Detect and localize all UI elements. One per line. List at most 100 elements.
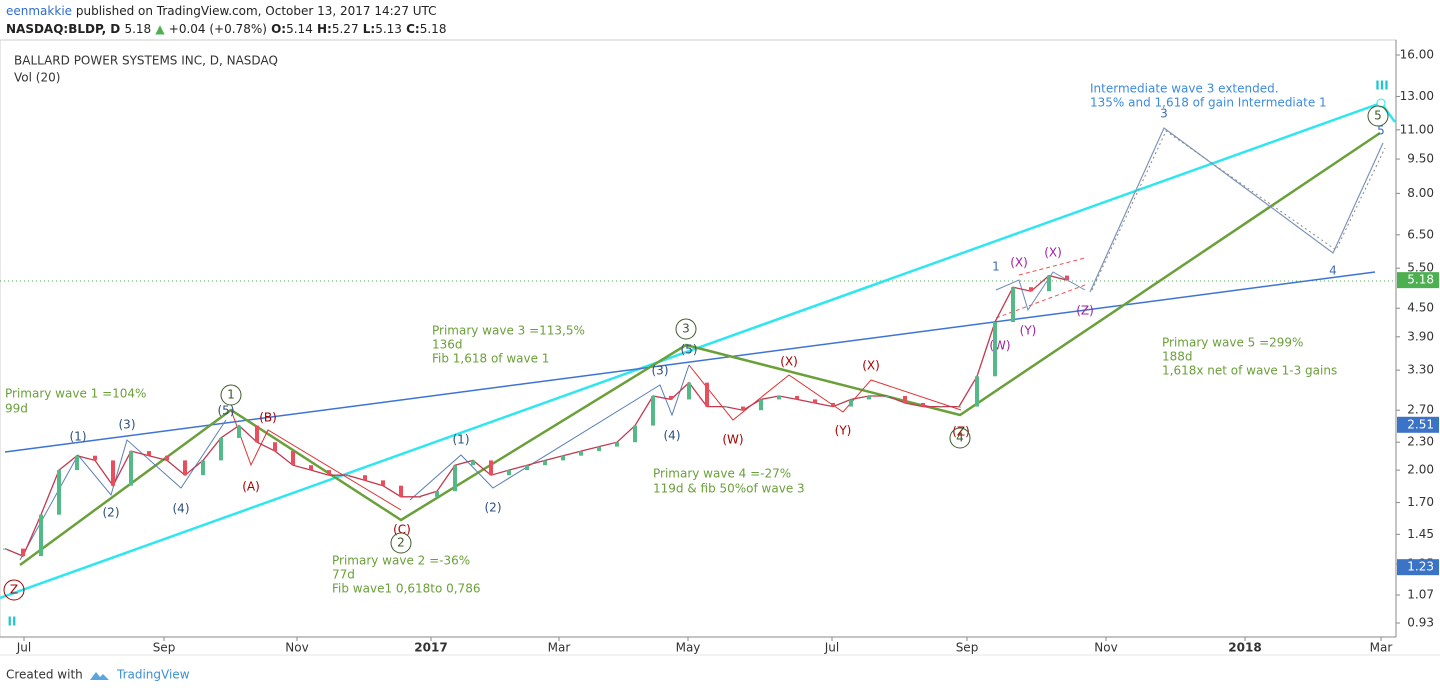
wave-label: (Y) [835, 424, 852, 438]
intermediate-waves-1 [19, 419, 227, 561]
wave-label: 4 [956, 431, 964, 445]
high: 5.27 [332, 22, 359, 36]
wave-label: 4 [1329, 264, 1337, 278]
candle [57, 470, 61, 515]
candle [561, 455, 565, 461]
annotation: Intermediate wave 3 extended. [1090, 82, 1279, 96]
circle [1367, 105, 1389, 127]
candle [39, 514, 43, 557]
time-label: Sep [956, 641, 979, 655]
time-label: Jul [16, 641, 31, 655]
candle [273, 442, 277, 452]
footer-text: Created with [6, 668, 83, 682]
price-label: 2.70 [1407, 403, 1434, 417]
time-label: Nov [1094, 641, 1117, 655]
price-label: 2.30 [1407, 435, 1434, 449]
wave-label: (1) [70, 430, 87, 444]
wave-label: (3) [652, 364, 669, 378]
candle [795, 395, 799, 400]
candle [615, 442, 619, 447]
annotation: Primary wave 3 =113,5% [432, 324, 585, 338]
open: 5.14 [286, 22, 313, 36]
anchor [1376, 98, 1386, 108]
price-marker [1397, 559, 1439, 576]
time-label: Jul [824, 641, 839, 655]
annotation: 135% and 1,618 of gain Intermediate 1 [1090, 96, 1327, 110]
candle [993, 322, 997, 377]
wave-label: 2 [397, 536, 405, 550]
wave-label: (4) [664, 429, 681, 443]
close: 5.18 [420, 22, 447, 36]
channel-high [1018, 257, 1086, 276]
l-label: L: [363, 22, 375, 36]
price-marker-label: 1.23 [1407, 560, 1434, 574]
candle [1047, 275, 1051, 292]
price-label: 5.50 [1407, 261, 1434, 275]
wave-label: (Z) [1076, 304, 1094, 318]
footer-brand[interactable]: TradingView [116, 668, 190, 682]
time-label: May [676, 641, 701, 655]
h-label: H: [317, 22, 332, 36]
candle [975, 376, 979, 407]
time-label: Sep [153, 641, 176, 655]
wave-label: (5) [218, 404, 235, 418]
wave-label: II [8, 615, 17, 629]
candle [669, 395, 673, 400]
wave-label: (4) [173, 502, 190, 516]
candle [201, 460, 205, 476]
volume-label: Vol (20) [14, 71, 60, 85]
price-label: 16.00 [1400, 48, 1434, 62]
wave-label: (X) [1010, 256, 1028, 270]
symbol: NASDAQ:BLDP, D [6, 22, 120, 36]
wave-label: (X) [1044, 246, 1062, 260]
price-marker-label: 2.51 [1407, 417, 1434, 431]
wave-label: III [1375, 79, 1388, 93]
candle [147, 451, 151, 456]
wave-label: (Y) [1020, 324, 1037, 338]
candle [597, 446, 601, 452]
candle [1011, 287, 1015, 323]
candle [651, 395, 655, 426]
candle [417, 496, 421, 498]
candle [903, 395, 907, 403]
annotation: Fib 1,618 of wave 1 [432, 352, 549, 366]
correction-4 [688, 364, 962, 421]
annotation: 99d [5, 402, 28, 416]
projection [1089, 127, 1384, 293]
circle [949, 427, 971, 449]
price-label: 1.70 [1407, 495, 1434, 509]
candle [327, 470, 331, 476]
candle [921, 402, 925, 407]
wave-label: (B) [259, 411, 277, 425]
candle [777, 395, 781, 400]
candle [471, 460, 475, 466]
annotation: Primary wave 4 =-27% [653, 467, 791, 481]
svg-text:NASDAQ:BLDP, D 5.18 ▲ +0.04 (+: NASDAQ:BLDP, D 5.18 ▲ +0.04 (+0.78%) O:5… [6, 22, 446, 36]
candle [489, 460, 493, 476]
candle [381, 480, 385, 486]
price-label: 2.00 [1407, 463, 1434, 477]
price-label: 9.50 [1407, 152, 1434, 166]
candle [741, 406, 745, 411]
candle [543, 460, 547, 466]
low: 5.13 [375, 22, 402, 36]
candle [363, 475, 367, 481]
annotation: 136d [432, 338, 463, 352]
svg-text:eenmakkie published on Trading: eenmakkie published on TradingView.com, … [6, 4, 437, 18]
candle [1029, 287, 1033, 292]
candle [723, 406, 727, 408]
change: +0.04 (+0.78%) [169, 22, 267, 36]
circle [220, 384, 242, 406]
published: published on TradingView.com, October 13… [76, 4, 437, 18]
time-label: Mar [548, 641, 571, 655]
annotation: Fib wave1 0,618to 0,786 [332, 582, 480, 596]
wave-label: (Z) [952, 425, 970, 439]
annotation: Primary wave 2 =-36% [332, 554, 470, 568]
author[interactable]: eenmakkie [6, 4, 72, 18]
candle [183, 460, 187, 476]
candle [633, 425, 637, 443]
wave-label: (3) [119, 418, 136, 432]
wave-label: (W) [989, 339, 1010, 353]
candle [129, 451, 133, 486]
